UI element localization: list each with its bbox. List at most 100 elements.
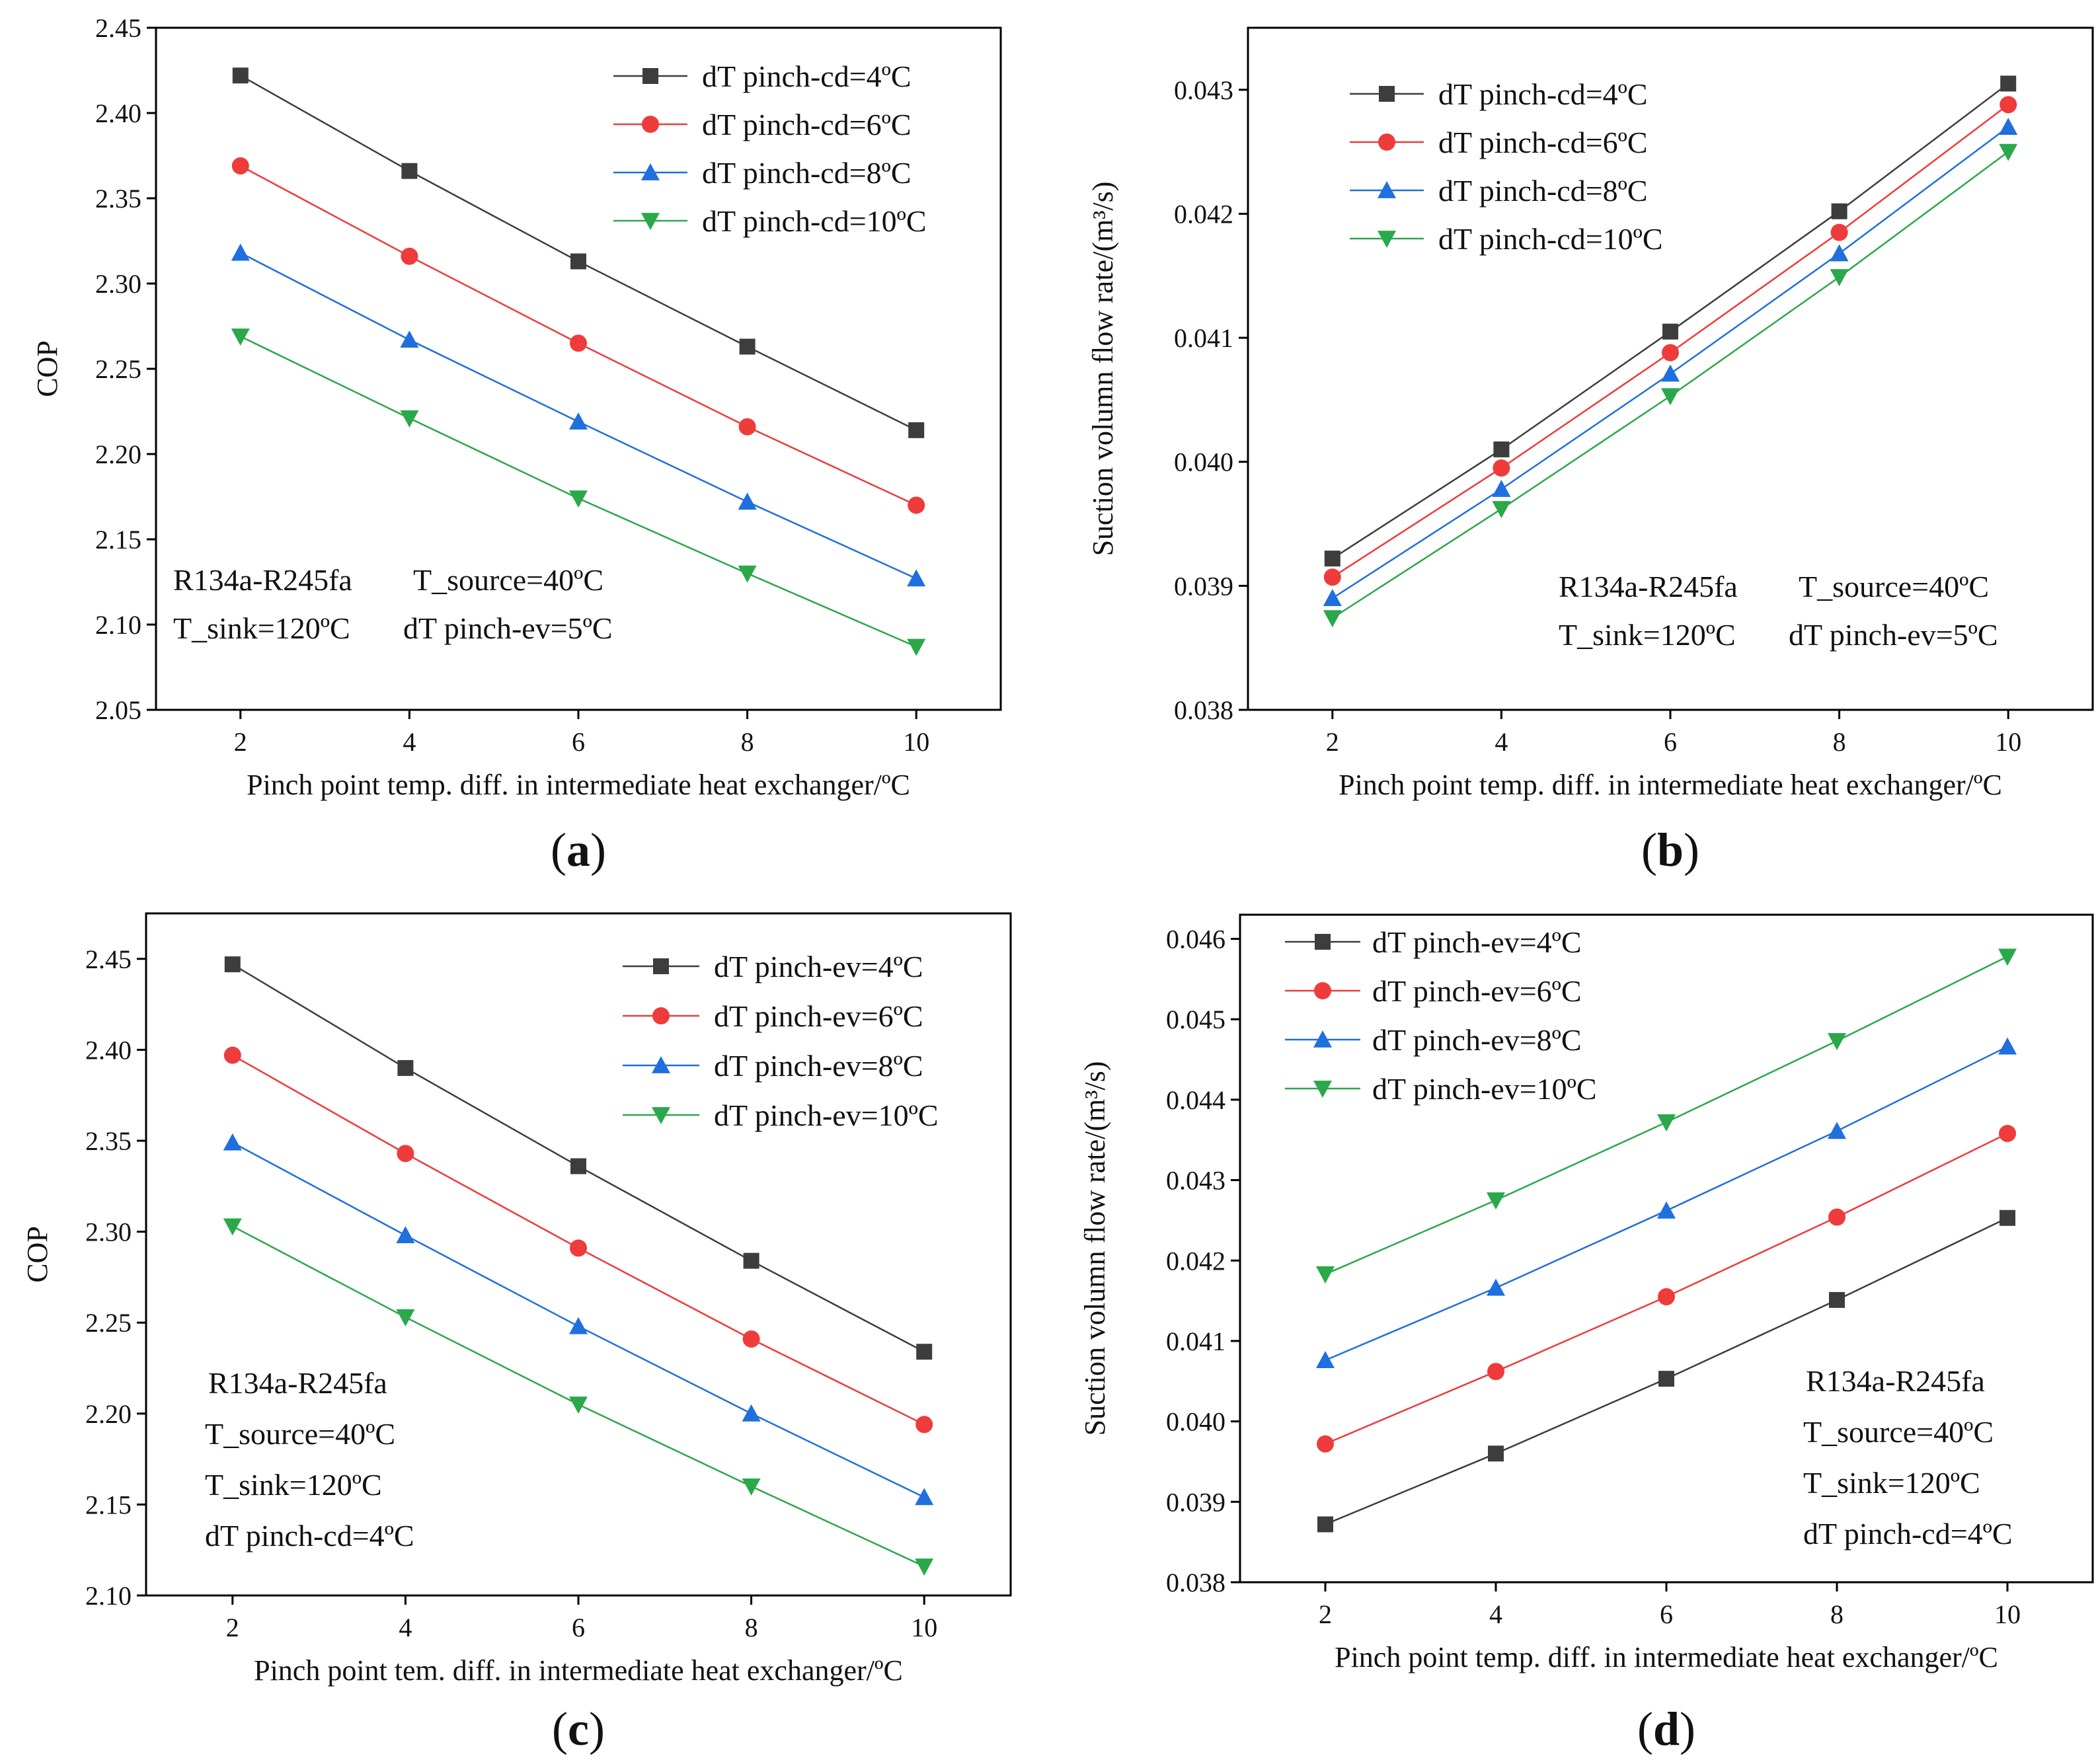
data-point: [396, 1309, 415, 1326]
legend-label: dT pinch-ev=4ºC: [714, 950, 923, 983]
y-tick-label: 2.45: [85, 944, 132, 974]
series-line: [1332, 151, 2009, 619]
annotation-text: T_source=40ºC: [1799, 570, 1989, 603]
panel-label: (b): [1641, 824, 1699, 876]
legend-label: dT pinch-ev=6ºC: [714, 999, 923, 1033]
annotation-text: dT pinch-cd=4ºC: [1803, 1517, 2013, 1551]
data-point: [1316, 1351, 1335, 1369]
legend-label: dT pinch-cd=8ºC: [702, 156, 912, 190]
data-point: [569, 412, 588, 430]
data-point: [1999, 143, 2018, 161]
data-point: [1830, 244, 1849, 262]
chart-panel-c: 2 4 6 8 10 2.10 2.15 2.20 2.25 2.30 2.35 2.40 2.45 Pi…: [21, 912, 1012, 1755]
annotation-text: dT pinch-cd=4ºC: [205, 1519, 414, 1553]
data-point: [1487, 1192, 1505, 1209]
legend-marker: [1314, 982, 1331, 999]
annotation-text: T_source=40ºC: [205, 1417, 395, 1451]
panel-label-open-paren: (: [1637, 1703, 1653, 1755]
y-tick-label: 2.30: [95, 269, 141, 299]
legend-label: dT pinch-ev=8ºC: [714, 1049, 923, 1083]
y-tick-label: 0.042: [1174, 199, 1233, 229]
y-tick-label: 2.20: [95, 440, 141, 469]
data-point: [1830, 269, 1849, 287]
y-tick-label: 2.40: [95, 98, 141, 128]
x-tick-label: 4: [1495, 727, 1508, 757]
x-axis-label: Pinch point temp. diff. in intermediate …: [1335, 1641, 1998, 1673]
data-point: [738, 492, 757, 510]
legend-marker: [1313, 1081, 1332, 1098]
series-line: [1332, 83, 2009, 560]
y-tick-label: 0.038: [1166, 1568, 1225, 1597]
data-point: [1317, 1435, 1334, 1453]
y-tick-label: 2.40: [85, 1035, 132, 1065]
data-point: [915, 1558, 934, 1576]
data-point: [396, 1226, 415, 1244]
data-point: [1487, 1278, 1505, 1296]
legend-label: dT pinch-cd=4ºC: [1438, 77, 1648, 111]
x-tick-label: 4: [1489, 1599, 1502, 1629]
data-point: [1658, 1371, 1674, 1387]
legend-marker: [652, 1007, 670, 1024]
data-point: [1323, 589, 1342, 607]
x-tick-label: 8: [1833, 727, 1846, 757]
legend-label: dT pinch-cd=8ºC: [1438, 174, 1648, 208]
y-tick-label: 0.041: [1166, 1326, 1225, 1356]
data-point: [1831, 203, 1847, 219]
annotation-text: dT pinch-ev=5ºC: [403, 611, 613, 645]
y-axis-label: COP: [31, 340, 63, 397]
y-axis-label: Suction volumn flow rate/(m³/s): [1079, 1061, 1111, 1436]
y-tick-label: 0.040: [1166, 1407, 1225, 1437]
data-point: [742, 1330, 760, 1348]
y-tick-label: 2.25: [85, 1308, 132, 1338]
data-point: [570, 253, 586, 270]
data-point: [224, 956, 241, 973]
y-tick-label: 0.040: [1174, 447, 1233, 477]
legend-marker: [1378, 134, 1395, 151]
legend-label: dT pinch-cd=6ºC: [702, 108, 912, 141]
data-point: [1493, 459, 1510, 477]
x-tick-label: 10: [911, 1613, 937, 1642]
annotation-text: T_sink=120ºC: [1559, 618, 1736, 652]
panel-label-close-paren: ): [589, 1703, 605, 1755]
legend-label: dT pinch-cd=10ºC: [1438, 222, 1663, 256]
data-point: [397, 1145, 414, 1163]
data-point: [1829, 1291, 1845, 1308]
y-tick-label: 0.043: [1174, 75, 1233, 105]
y-tick-label: 2.05: [95, 695, 141, 725]
data-point: [908, 422, 925, 438]
y-tick-label: 0.038: [1174, 695, 1233, 725]
data-point: [1317, 1516, 1333, 1533]
y-tick-label: 2.30: [85, 1217, 132, 1247]
data-point: [1661, 388, 1680, 406]
data-point: [401, 247, 418, 265]
y-tick-label: 2.25: [95, 354, 141, 384]
data-point: [1658, 1288, 1675, 1306]
y-axis-label: Suction volumn flow rate/(m³/s): [1087, 182, 1119, 556]
annotation-text: R134a-R245fa: [1559, 570, 1738, 603]
data-point: [569, 490, 588, 508]
data-point: [742, 1404, 761, 1422]
chart-panel-d: 2 4 6 8 10 0.038 0.039 0.040 0.041 0.042 0.043 0.04…: [1079, 913, 2094, 1755]
data-point: [1323, 568, 1341, 586]
legend-marker: [652, 1056, 670, 1073]
data-point: [1828, 1208, 1845, 1226]
y-tick-label: 2.35: [95, 184, 141, 213]
x-tick-label: 6: [1664, 727, 1677, 757]
x-tick-label: 10: [903, 727, 929, 757]
data-point: [907, 569, 926, 587]
annotation-text: dT pinch-ev=5ºC: [1789, 618, 1998, 652]
data-point: [1323, 610, 1342, 628]
x-tick-label: 10: [1994, 1599, 2021, 1629]
x-tick-label: 6: [572, 727, 585, 757]
panel-label: (d): [1637, 1703, 1695, 1755]
data-point: [223, 1046, 241, 1064]
data-point: [742, 1478, 761, 1496]
panel-label-close-paren: ): [590, 824, 606, 876]
legend-marker: [1315, 934, 1331, 950]
data-point: [916, 1344, 933, 1360]
panel-label: (c): [552, 1703, 605, 1755]
annotation-text: R134a-R245fa: [1806, 1364, 1985, 1398]
data-point: [915, 1416, 933, 1434]
x-tick-label: 8: [1830, 1599, 1844, 1629]
